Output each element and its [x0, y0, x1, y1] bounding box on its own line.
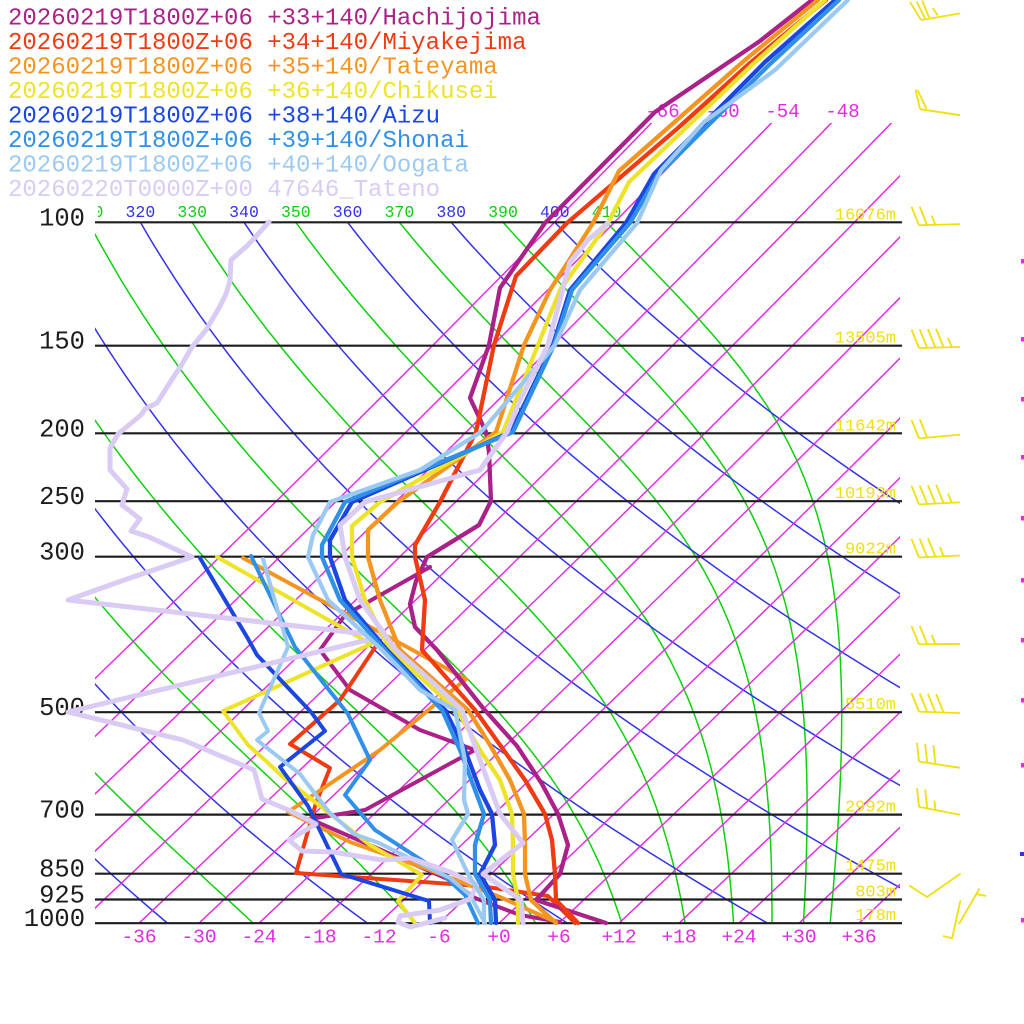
svg-text:-6: -6: [427, 927, 450, 949]
svg-text:310: 310: [74, 203, 104, 222]
svg-text:300: 300: [39, 539, 85, 568]
svg-text:16076m: 16076m: [835, 206, 896, 225]
svg-text:-18: -18: [301, 927, 336, 949]
svg-text:+24: +24: [721, 927, 756, 949]
svg-text:20260219T1800Z+06 +34+140/Miya: 20260219T1800Z+06 +34+140/Miyakejima: [8, 30, 526, 57]
svg-text:-12: -12: [361, 927, 396, 949]
svg-text:20260219T1800Z+06 +36+140/Chik: 20260219T1800Z+06 +36+140/Chikusei: [8, 79, 498, 106]
svg-text:-24: -24: [241, 927, 276, 949]
svg-text:850: 850: [39, 856, 85, 885]
svg-text:-36: -36: [121, 927, 156, 949]
svg-text:20260219T1800Z+06 +35+140/Tate: 20260219T1800Z+06 +35+140/Tateyama: [8, 55, 498, 82]
svg-text:+6: +6: [547, 927, 570, 949]
svg-text:9022m: 9022m: [845, 541, 896, 560]
svg-text:+36: +36: [841, 927, 876, 949]
svg-text:380: 380: [436, 203, 466, 222]
svg-text:20260219T1800Z+06 +40+140/Ooga: 20260219T1800Z+06 +40+140/Oogata: [8, 153, 469, 180]
svg-text:360: 360: [333, 203, 363, 222]
svg-text:20260219T1800Z+06 +39+140/Shon: 20260219T1800Z+06 +39+140/Shonai: [8, 128, 469, 155]
svg-text:320: 320: [126, 203, 156, 222]
svg-text:1475m: 1475m: [845, 858, 896, 877]
svg-text:925: 925: [39, 882, 85, 911]
svg-text:330: 330: [177, 203, 207, 222]
svg-text:200: 200: [39, 415, 85, 444]
svg-text:390: 390: [488, 203, 518, 222]
svg-text:803m: 803m: [855, 884, 896, 903]
svg-text:150: 150: [39, 328, 85, 357]
svg-text:+12: +12: [601, 927, 636, 949]
svg-text:+18: +18: [661, 927, 696, 949]
svg-text:370: 370: [385, 203, 415, 222]
svg-text:100: 100: [39, 204, 85, 233]
svg-text:250: 250: [39, 483, 85, 512]
svg-text:350: 350: [281, 203, 311, 222]
svg-text:2992m: 2992m: [845, 799, 896, 818]
svg-text:20260220T0000Z+00 47646_Tateno: 20260220T0000Z+00 47646_Tateno: [8, 177, 440, 204]
svg-text:20260219T1800Z+06 +38+140/Aizu: 20260219T1800Z+06 +38+140/Aizu: [8, 104, 440, 131]
svg-text:5510m: 5510m: [845, 696, 896, 715]
svg-text:10193m: 10193m: [835, 485, 896, 504]
svg-text:-54: -54: [765, 101, 799, 123]
svg-text:-48: -48: [825, 101, 859, 123]
svg-text:340: 340: [229, 203, 259, 222]
svg-text:-66: -66: [645, 101, 679, 123]
svg-text:700: 700: [39, 797, 85, 826]
svg-text:20260219T1800Z+06 +33+140/Hach: 20260219T1800Z+06 +33+140/Hachijojima: [8, 6, 541, 33]
svg-text:+30: +30: [781, 927, 816, 949]
svg-text:178m: 178m: [855, 907, 896, 926]
svg-text:11642m: 11642m: [835, 417, 896, 436]
svg-text:13505m: 13505m: [835, 330, 896, 349]
svg-text:-30: -30: [181, 927, 216, 949]
svg-text:+0: +0: [487, 927, 510, 949]
svg-text:1000: 1000: [24, 905, 85, 934]
